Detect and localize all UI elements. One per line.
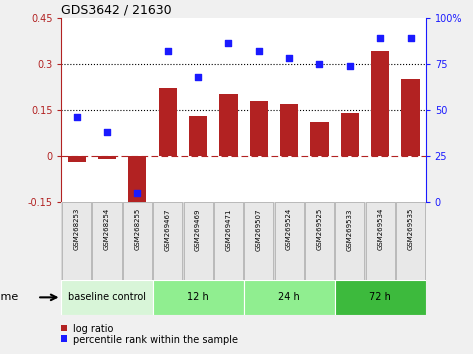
Text: 24 h: 24 h (278, 292, 300, 302)
Bar (371, 51, 389, 156)
Point (225, 41, 232, 46)
Text: GSM269469: GSM269469 (195, 208, 201, 251)
Text: log ratio: log ratio (73, 324, 114, 334)
Bar (366, 202, 395, 280)
Point (255, 48, 263, 54)
Text: baseline control: baseline control (68, 292, 146, 302)
Bar (334, 280, 426, 315)
Text: GDS3642 / 21630: GDS3642 / 21630 (61, 4, 172, 17)
Text: GSM268253: GSM268253 (74, 208, 79, 250)
Bar (62, 202, 91, 280)
Bar (152, 280, 244, 315)
Point (194, 74, 202, 79)
Bar (335, 202, 364, 280)
Point (346, 63, 354, 68)
Text: percentile rank within the sample: percentile rank within the sample (73, 335, 238, 345)
Bar (244, 202, 273, 280)
Point (133, 190, 141, 195)
Bar (123, 202, 152, 280)
Bar (219, 95, 237, 156)
Text: GSM269533: GSM269533 (347, 208, 353, 251)
Text: GSM269507: GSM269507 (256, 208, 262, 251)
Text: 12 h: 12 h (187, 292, 209, 302)
Bar (68, 156, 86, 162)
Bar (158, 88, 177, 156)
Bar (396, 202, 425, 280)
Bar (214, 202, 243, 280)
Bar (61, 280, 152, 315)
Bar (128, 156, 147, 214)
Bar (341, 113, 359, 156)
Bar (244, 280, 334, 315)
Bar (402, 79, 420, 156)
Text: GSM269467: GSM269467 (165, 208, 171, 251)
Text: GSM268254: GSM268254 (104, 208, 110, 250)
Bar (153, 202, 182, 280)
Bar (274, 202, 304, 280)
Bar (280, 104, 298, 156)
Text: time: time (0, 292, 19, 302)
Text: GSM269524: GSM269524 (286, 208, 292, 250)
Point (377, 35, 384, 41)
Point (164, 48, 172, 54)
Text: GSM269471: GSM269471 (226, 208, 231, 251)
Point (73, 114, 80, 120)
Bar (310, 122, 329, 156)
Bar (184, 202, 213, 280)
Text: GSM269534: GSM269534 (377, 208, 383, 250)
Point (315, 61, 323, 67)
Bar (189, 116, 207, 156)
Bar (305, 202, 334, 280)
Bar (250, 101, 268, 156)
Point (103, 129, 111, 135)
Text: 72 h: 72 h (369, 292, 391, 302)
Text: GSM269525: GSM269525 (316, 208, 323, 250)
Bar (92, 202, 122, 280)
Text: GSM269535: GSM269535 (408, 208, 413, 250)
Bar (98, 156, 116, 159)
Point (407, 35, 414, 41)
Text: GSM268255: GSM268255 (134, 208, 140, 250)
Point (285, 55, 293, 61)
